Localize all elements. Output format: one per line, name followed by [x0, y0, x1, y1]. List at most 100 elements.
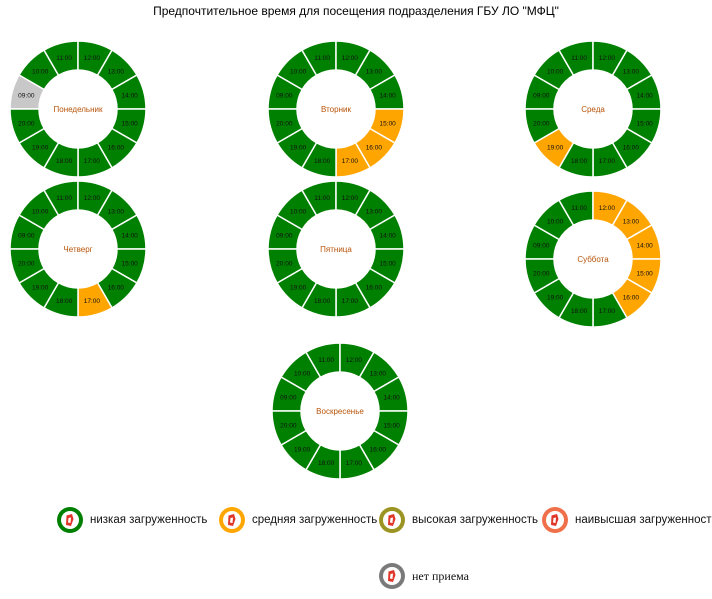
time-label: 09:00	[276, 233, 293, 240]
time-label: 12:00	[599, 55, 616, 62]
time-segment[interactable]	[524, 108, 561, 145]
time-label: 09:00	[533, 93, 550, 100]
legend-item-low: низкая загруженность	[56, 506, 207, 534]
time-segment[interactable]	[271, 410, 308, 447]
day-donut: 09:00 10:00 11:00 12:00 13:00 14:00 15:00 16:00…	[267, 40, 405, 178]
time-label: 20:00	[18, 120, 35, 127]
time-label: 19:00	[290, 284, 307, 291]
day-label: Суббота	[577, 255, 609, 264]
time-label: 12:00	[342, 55, 359, 62]
time-label: 10:00	[547, 219, 564, 226]
time-segment[interactable]	[524, 258, 561, 295]
time-label: 12:00	[84, 195, 101, 202]
day-label: Понедельник	[54, 105, 103, 114]
time-label: 15:00	[637, 120, 654, 127]
legend-item-no-reception: нет приема	[378, 562, 469, 590]
time-label: 15:00	[122, 120, 139, 127]
time-label: 19:00	[290, 144, 307, 151]
time-label: 13:00	[370, 371, 387, 378]
time-label: 13:00	[108, 209, 125, 216]
day-label: Пятница	[320, 245, 352, 254]
time-label: 13:00	[366, 209, 383, 216]
time-label: 18:00	[318, 460, 335, 467]
time-segment[interactable]	[267, 108, 304, 145]
time-label: 13:00	[108, 69, 125, 76]
time-label: 11:00	[314, 195, 330, 202]
mfc-logo-icon	[542, 507, 568, 533]
day-donut: 09:00 10:00 11:00 12:00 13:00 14:00 15:00 16:00…	[524, 190, 662, 328]
time-label: 15:00	[380, 120, 397, 127]
day-donut: 09:00 10:00 11:00 12:00 13:00 14:00 15:00 16:00…	[9, 40, 147, 178]
time-segment[interactable]	[267, 248, 304, 285]
time-label: 09:00	[533, 243, 550, 250]
day-donut: 09:00 10:00 11:00 12:00 13:00 14:00 15:00 16:00…	[267, 180, 405, 318]
time-label: 17:00	[346, 460, 363, 467]
time-segment[interactable]	[9, 108, 46, 145]
time-label: 11:00	[571, 205, 587, 212]
day-label: Среда	[581, 105, 605, 114]
legend-label: наивысшая загруженность	[575, 514, 712, 526]
time-label: 17:00	[84, 158, 101, 165]
time-label: 10:00	[294, 371, 311, 378]
mfc-logo-icon	[219, 507, 245, 533]
time-label: 17:00	[84, 298, 101, 305]
time-label: 10:00	[547, 69, 564, 76]
time-label: 10:00	[32, 209, 49, 216]
time-label: 14:00	[122, 93, 139, 100]
time-label: 16:00	[623, 294, 640, 301]
time-label: 12:00	[342, 195, 359, 202]
time-label: 11:00	[571, 55, 587, 62]
time-label: 17:00	[599, 158, 616, 165]
time-label: 13:00	[366, 69, 383, 76]
time-label: 16:00	[366, 284, 383, 291]
time-label: 20:00	[280, 422, 297, 429]
time-label: 18:00	[314, 298, 331, 305]
time-label: 11:00	[314, 55, 330, 62]
time-label: 18:00	[571, 158, 588, 165]
time-label: 18:00	[56, 298, 73, 305]
legend-item-medium: средняя загруженность	[218, 506, 377, 534]
time-label: 15:00	[637, 270, 654, 277]
time-label: 18:00	[314, 158, 331, 165]
time-label: 20:00	[276, 260, 293, 267]
day-label: Четверг	[63, 245, 92, 254]
time-label: 11:00	[56, 195, 72, 202]
legend-label: высокая загруженность	[412, 514, 538, 526]
legend-label: средняя загруженность	[252, 514, 378, 526]
time-label: 14:00	[380, 93, 397, 100]
time-label: 16:00	[370, 446, 387, 453]
time-label: 14:00	[637, 93, 654, 100]
time-label: 19:00	[294, 446, 311, 453]
time-label: 10:00	[32, 69, 49, 76]
day-donut: 09:00 10:00 11:00 12:00 13:00 14:00 15:00 16:00…	[9, 180, 147, 318]
time-label: 20:00	[533, 270, 550, 277]
time-label: 15:00	[122, 260, 139, 267]
time-label: 16:00	[108, 284, 125, 291]
time-label: 19:00	[32, 284, 49, 291]
time-label: 15:00	[380, 260, 397, 267]
time-label: 12:00	[84, 55, 101, 62]
time-label: 16:00	[366, 144, 383, 151]
time-label: 09:00	[280, 395, 297, 402]
page-title: Предпочтительное время для посещения под…	[153, 4, 559, 18]
time-label: 17:00	[342, 298, 359, 305]
time-label: 14:00	[384, 395, 401, 402]
day-label: Воскресенье	[316, 407, 364, 416]
time-label: 19:00	[32, 144, 49, 151]
time-segment[interactable]	[9, 248, 46, 285]
time-label: 09:00	[18, 93, 35, 100]
time-label: 17:00	[599, 308, 616, 315]
time-label: 19:00	[547, 294, 564, 301]
time-label: 12:00	[346, 357, 363, 364]
time-label: 16:00	[623, 144, 640, 151]
time-label: 20:00	[533, 120, 550, 127]
time-label: 15:00	[384, 422, 401, 429]
time-label: 16:00	[108, 144, 125, 151]
legend-item-highest: наивысшая загруженность	[541, 506, 712, 534]
legend-label: низкая загруженность	[90, 514, 208, 526]
mfc-logo-icon	[57, 507, 83, 533]
time-label: 19:00	[547, 144, 564, 151]
time-label: 13:00	[623, 69, 640, 76]
